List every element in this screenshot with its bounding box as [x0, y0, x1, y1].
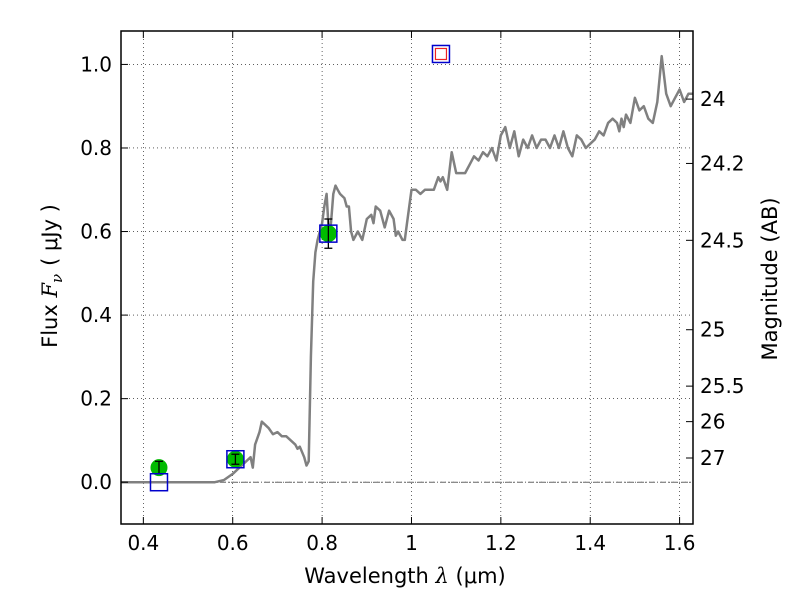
x-tick-label: 1.4 [574, 531, 606, 555]
model-flux-square [431, 44, 451, 64]
y-tick-label: 0.0 [80, 470, 112, 494]
magnitude-tick-label: 24 [700, 87, 725, 111]
y-tick-label: 0.4 [80, 303, 112, 327]
x-axis-title: Wavelength λ (μm) [304, 564, 505, 588]
x-tick-label: 1 [405, 531, 418, 555]
axis-ticks: 0.4 0.6 0.8 1 1.2 1.4 1.6 0.0 0.2 0.4 0.6 0.8 1.0 24 2… [80, 31, 745, 555]
y-axis-title: Flux Fν ( μJy ) [38, 204, 66, 348]
y-tick-label: 0.2 [80, 387, 112, 411]
y2-axis-title: Magnitude (AB) [758, 197, 782, 360]
x-axis-units: (μm) [456, 564, 506, 588]
x-tick-label: 0.8 [306, 531, 338, 555]
x-tick-label: 0.6 [217, 531, 249, 555]
model-flux-square [226, 449, 245, 469]
y-tick-label: 0.6 [80, 220, 112, 244]
magnitude-tick-label: 24.2 [700, 151, 745, 175]
y-axis-symbol: F [38, 282, 62, 299]
magnitude-tick-label: 24.5 [700, 228, 745, 252]
model-flux-square [149, 472, 169, 492]
x-tick-label: 0.4 [127, 531, 159, 555]
y-axis-label: Flux [38, 304, 62, 348]
photometry-markers [149, 44, 451, 492]
magnitude-tick-label: 27 [700, 446, 725, 470]
y-tick-label: 1.0 [80, 52, 112, 76]
magnitude-tick-label: 25.5 [700, 374, 745, 398]
model-sed-line [121, 54, 693, 484]
x-axis-label: Wavelength [304, 564, 429, 588]
x-tick-label: 1.2 [485, 531, 517, 555]
model-flux-square [319, 224, 338, 243]
y-axis-units: ( μJy ) [38, 204, 62, 266]
y-axis-subscript: ν [48, 274, 66, 283]
magnitude-tick-label: 25 [700, 318, 725, 342]
x-tick-label: 1.6 [664, 531, 696, 555]
plot-frame [120, 30, 694, 525]
upper-limit-marker [434, 47, 448, 61]
magnitude-tick-label: 26 [700, 410, 725, 434]
y-tick-label: 0.8 [80, 136, 112, 160]
x-axis-symbol: λ [435, 564, 449, 588]
